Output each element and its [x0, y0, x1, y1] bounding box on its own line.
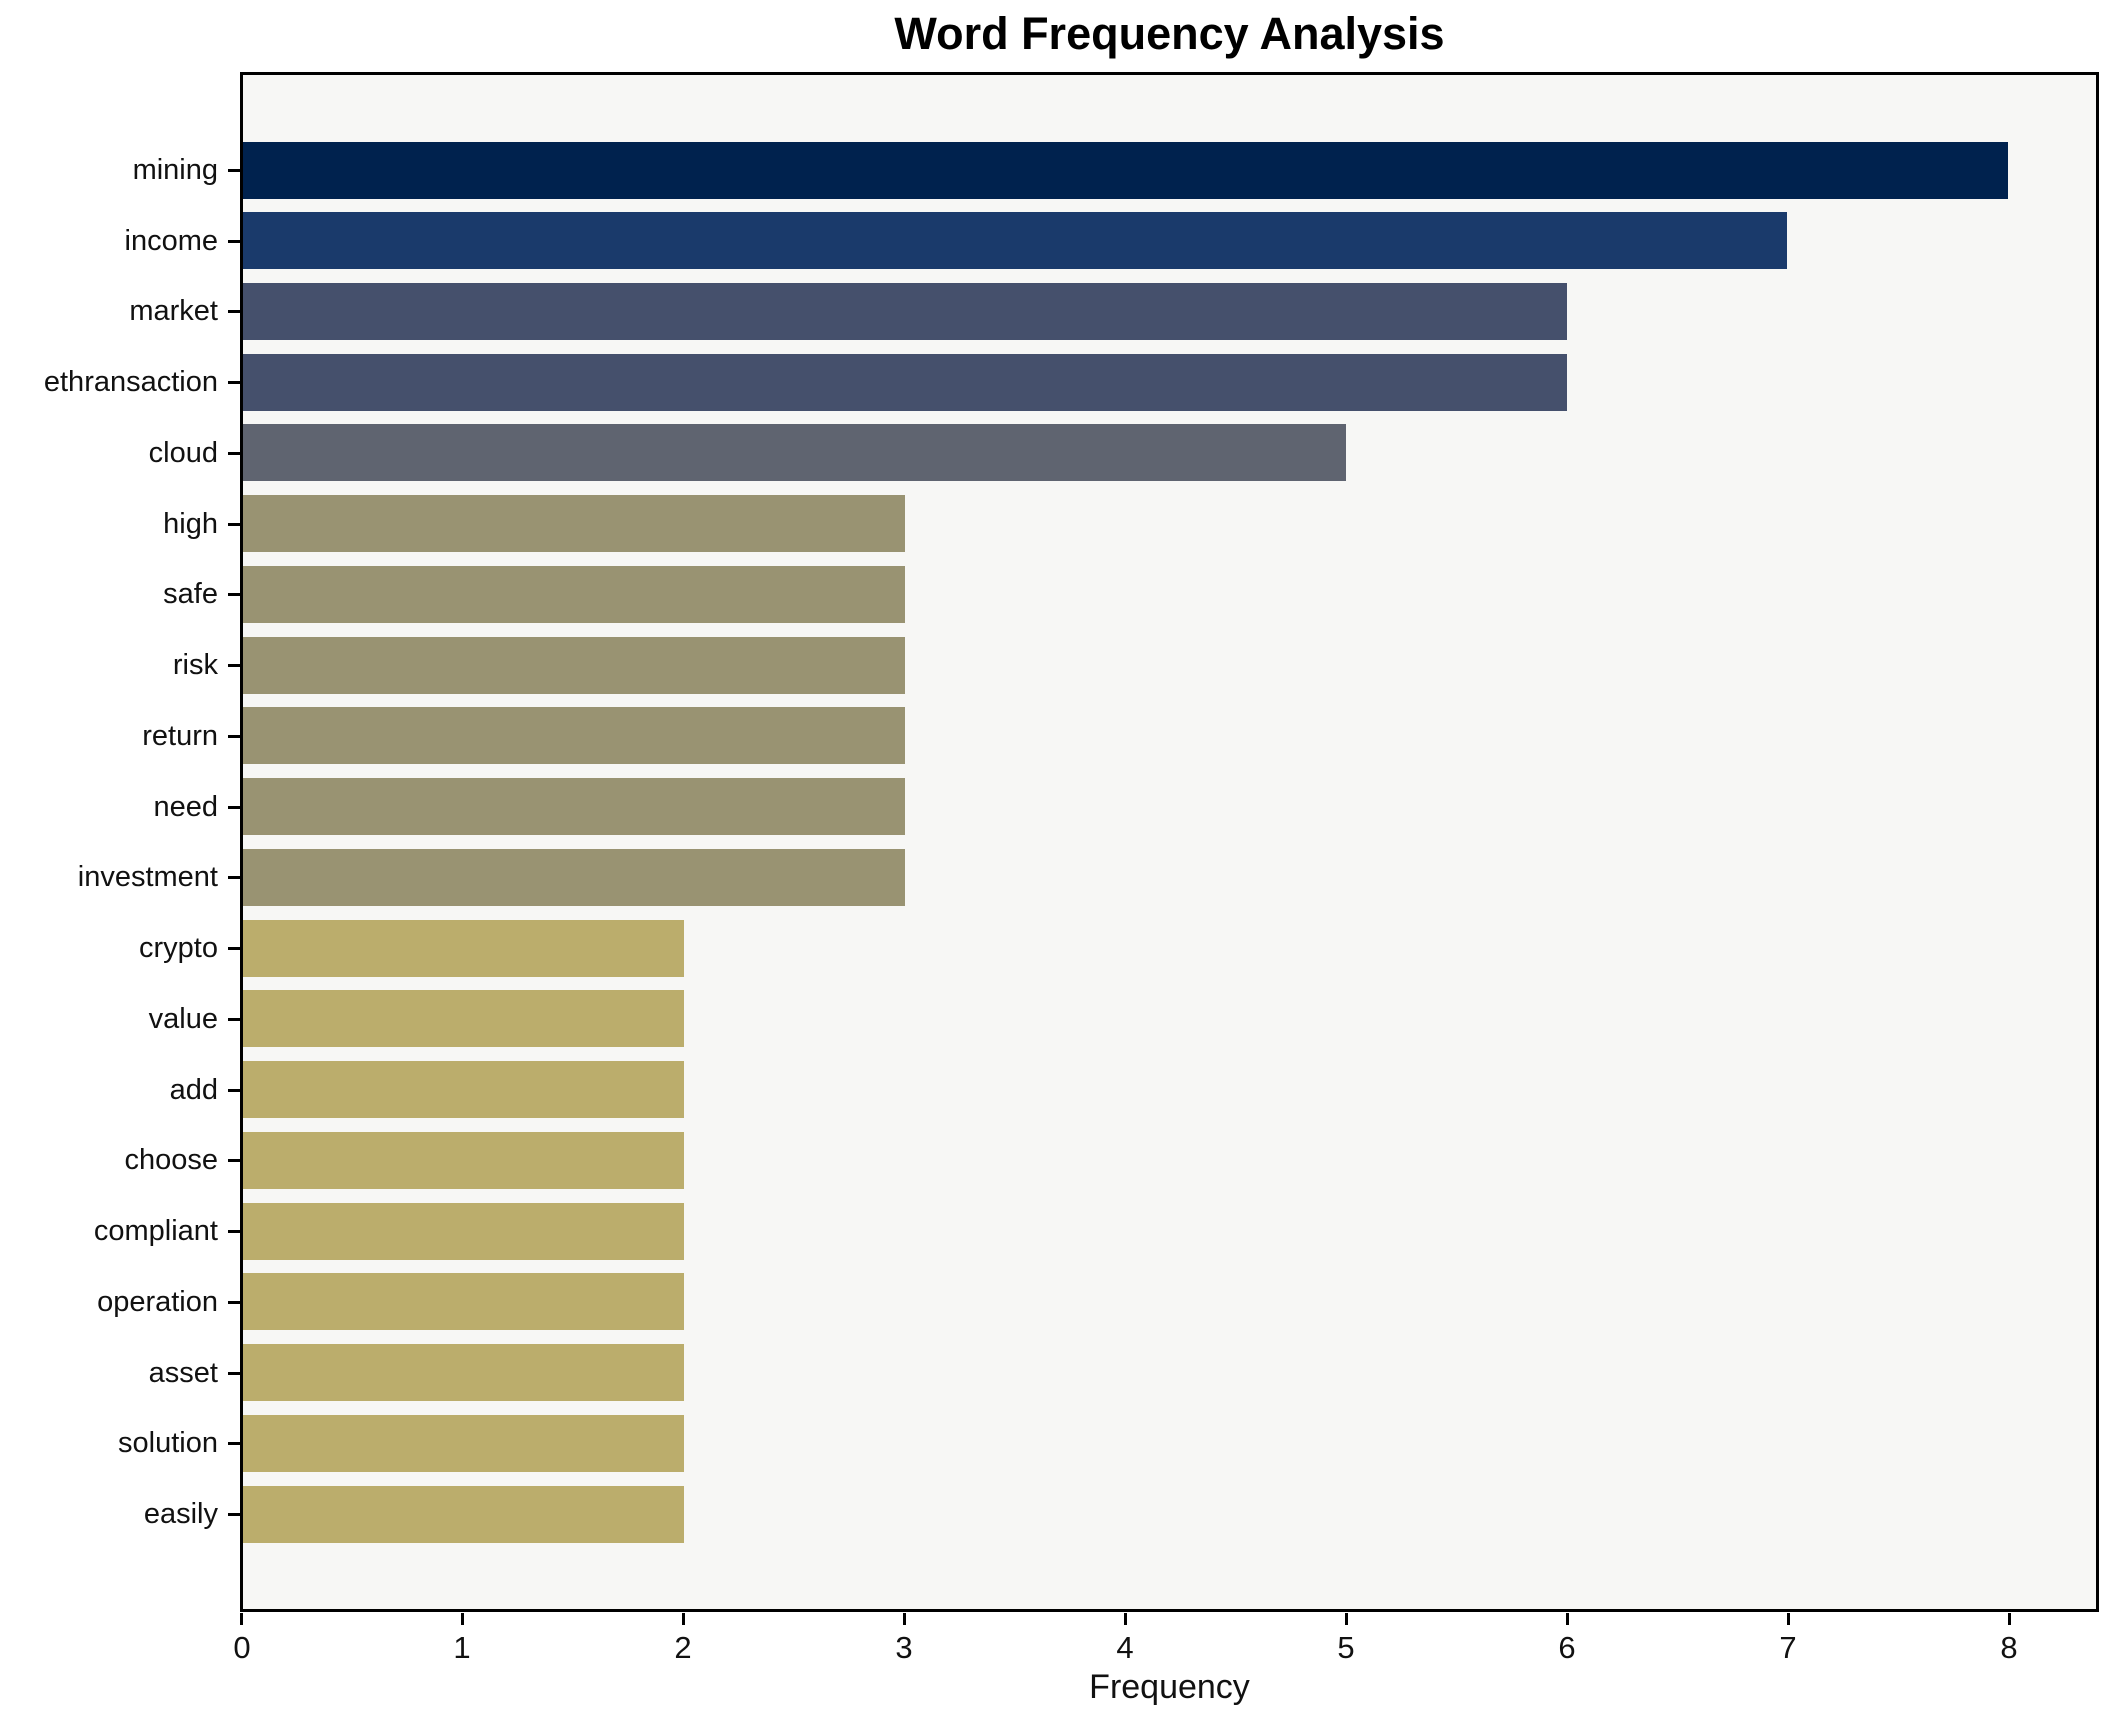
bar-compliant: [243, 1203, 684, 1260]
x-tick-label-6: 6: [1558, 1630, 1576, 1665]
y-tick-label-return: return: [142, 720, 218, 752]
y-tick-mark: [228, 381, 240, 384]
x-tick-label-2: 2: [674, 1630, 692, 1665]
x-tick-label-5: 5: [1337, 1630, 1355, 1665]
y-tick-label-value: value: [148, 1003, 218, 1035]
y-tick-mark: [228, 452, 240, 455]
y-tick-mark: [228, 310, 240, 313]
y-tick-label-asset: asset: [148, 1357, 218, 1389]
x-tick-label-1: 1: [453, 1630, 471, 1665]
y-tick-label-high: high: [163, 508, 218, 540]
x-tick-label-3: 3: [895, 1630, 913, 1665]
x-tick-mark: [240, 1613, 243, 1625]
bar-add: [243, 1061, 684, 1118]
x-tick-label-8: 8: [2000, 1630, 2018, 1665]
x-tick-mark: [1787, 1613, 1790, 1625]
y-tick-mark: [228, 1513, 240, 1516]
x-tick-mark: [1345, 1613, 1348, 1625]
bar-investment: [243, 849, 905, 906]
bar-income: [243, 212, 1787, 269]
bar-cloud: [243, 424, 1346, 481]
y-tick-mark: [228, 664, 240, 667]
y-tick-label-easily: easily: [143, 1498, 218, 1530]
bar-safe: [243, 566, 905, 623]
y-tick-label-need: need: [153, 791, 218, 823]
y-tick-mark: [228, 240, 240, 243]
y-tick-label-mining: mining: [132, 154, 218, 186]
x-tick-label-0: 0: [233, 1630, 251, 1665]
x-tick-label-7: 7: [1779, 1630, 1797, 1665]
bar-operation: [243, 1273, 684, 1330]
bar-need: [243, 778, 905, 835]
plot-area: [240, 72, 2099, 1612]
y-tick-label-income: income: [124, 225, 219, 257]
x-tick-label-4: 4: [1116, 1630, 1134, 1665]
y-tick-label-ethransaction: ethransaction: [43, 366, 218, 398]
y-tick-mark: [228, 1372, 240, 1375]
bar-choose: [243, 1132, 684, 1189]
bar-crypto: [243, 920, 684, 977]
x-tick-mark: [682, 1613, 685, 1625]
x-tick-mark: [1566, 1613, 1569, 1625]
y-tick-label-add: add: [169, 1074, 218, 1106]
y-tick-label-compliant: compliant: [93, 1215, 218, 1247]
y-tick-mark: [228, 593, 240, 596]
y-tick-mark: [228, 1230, 240, 1233]
y-tick-mark: [228, 1089, 240, 1092]
y-tick-mark: [228, 1018, 240, 1021]
bar-high: [243, 495, 905, 552]
y-tick-mark: [228, 1442, 240, 1445]
bar-market: [243, 283, 1567, 340]
bar-return: [243, 707, 905, 764]
x-tick-mark: [903, 1613, 906, 1625]
y-tick-label-investment: investment: [77, 861, 218, 893]
x-axis-label: Frequency: [1089, 1668, 1250, 1706]
bar-mining: [243, 142, 2008, 199]
y-tick-mark: [228, 169, 240, 172]
bar-asset: [243, 1344, 684, 1401]
y-tick-label-solution: solution: [118, 1427, 218, 1459]
y-tick-label-market: market: [129, 295, 218, 327]
bar-solution: [243, 1415, 684, 1472]
y-tick-mark: [228, 735, 240, 738]
x-tick-mark: [461, 1613, 464, 1625]
y-tick-mark: [228, 1159, 240, 1162]
bar-easily: [243, 1486, 684, 1543]
bar-ethransaction: [243, 354, 1567, 411]
y-tick-mark: [228, 1301, 240, 1304]
y-tick-mark: [228, 947, 240, 950]
x-tick-mark: [2008, 1613, 2011, 1625]
y-tick-label-safe: safe: [163, 578, 218, 610]
x-tick-mark: [1124, 1613, 1127, 1625]
bar-risk: [243, 637, 905, 694]
y-tick-mark: [228, 876, 240, 879]
y-tick-label-choose: choose: [124, 1144, 218, 1176]
y-tick-label-crypto: crypto: [139, 932, 218, 964]
y-tick-label-risk: risk: [172, 649, 218, 681]
bar-value: [243, 990, 684, 1047]
y-tick-mark: [228, 523, 240, 526]
y-tick-label-operation: operation: [97, 1286, 218, 1318]
chart-title: Word Frequency Analysis: [894, 8, 1445, 59]
y-tick-label-cloud: cloud: [148, 437, 218, 469]
y-tick-mark: [228, 806, 240, 809]
